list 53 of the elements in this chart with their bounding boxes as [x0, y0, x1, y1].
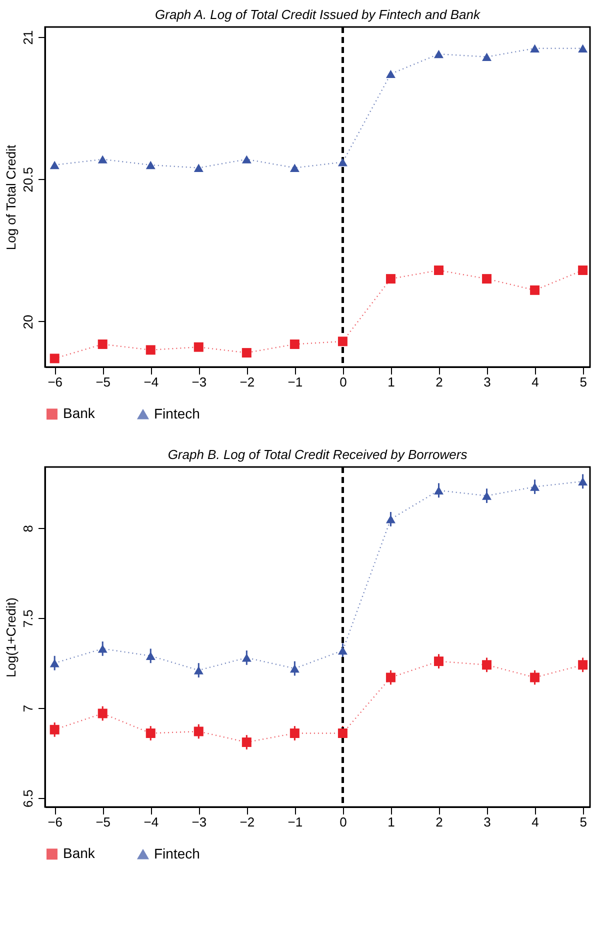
- point: [482, 52, 492, 61]
- x-tick-label: −5: [96, 374, 111, 390]
- x-tick-label: 4: [532, 374, 539, 390]
- x-tick-label: 0: [340, 814, 347, 830]
- y-tick-label: 20.5: [20, 167, 36, 192]
- x-tick-label: 5: [580, 814, 587, 830]
- legend-label: Bank: [63, 845, 96, 862]
- x-tick-label: −2: [240, 814, 255, 830]
- y-tick-label: 21: [20, 30, 36, 45]
- y-tick-label: 7: [20, 704, 36, 712]
- point: [434, 266, 444, 276]
- chart-title: Graph B. Log of Total Credit Received by Borrowers: [168, 447, 468, 462]
- point: [242, 737, 252, 747]
- x-tick-label: −2: [240, 374, 255, 390]
- y-tick-label: 6.5: [20, 789, 36, 808]
- x-tick-label: −4: [144, 374, 159, 390]
- x-tick-label: 0: [340, 374, 347, 390]
- x-tick-label: −6: [48, 814, 63, 830]
- point: [482, 274, 492, 284]
- point: [386, 515, 396, 524]
- y-tick-label: 7.5: [20, 610, 36, 628]
- point: [242, 348, 252, 358]
- point: [482, 492, 492, 500]
- point: [386, 274, 396, 284]
- x-tick-label: 4: [532, 814, 539, 830]
- x-tick-label: 1: [388, 814, 395, 830]
- y-axis-title: Log of Total Credit: [4, 144, 18, 250]
- x-tick-label: 2: [436, 374, 443, 390]
- point: [290, 339, 300, 349]
- y-tick-label: 8: [20, 525, 36, 532]
- x-tick-label: 3: [484, 814, 491, 830]
- legend-label: Fintech: [154, 845, 200, 862]
- x-tick-label: −5: [96, 814, 111, 830]
- point: [386, 70, 396, 78]
- point: [386, 672, 396, 682]
- x-tick-label: −1: [288, 814, 303, 830]
- chart-title: Graph A. Log of Total Credit Issued by Fintech and Bank: [155, 7, 482, 22]
- y-axis-title: Log(1+Credit): [4, 598, 18, 678]
- x-tick-label: −4: [144, 814, 159, 830]
- point: [98, 339, 108, 349]
- legend-label: Bank: [63, 405, 96, 422]
- x-tick-label: −6: [48, 374, 63, 390]
- y-tick-label: 20: [20, 314, 36, 330]
- x-tick-label: 5: [580, 374, 587, 390]
- x-tick-label: −3: [192, 814, 207, 830]
- x-tick-label: 3: [484, 374, 491, 390]
- x-tick-label: −1: [288, 374, 303, 390]
- point: [482, 660, 492, 670]
- x-tick-label: 2: [436, 814, 443, 830]
- x-tick-label: −3: [192, 374, 207, 390]
- x-tick-label: 1: [388, 374, 395, 390]
- legend-label: Fintech: [154, 405, 200, 422]
- point: [578, 266, 588, 276]
